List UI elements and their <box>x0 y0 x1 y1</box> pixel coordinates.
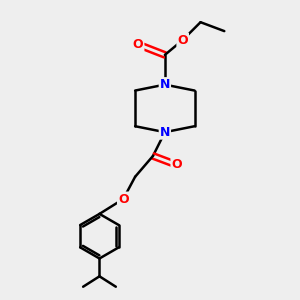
Text: O: O <box>171 158 182 171</box>
Text: O: O <box>133 38 143 51</box>
Text: O: O <box>118 193 129 206</box>
Text: N: N <box>160 126 170 139</box>
Text: N: N <box>160 78 170 91</box>
Text: O: O <box>177 34 188 46</box>
